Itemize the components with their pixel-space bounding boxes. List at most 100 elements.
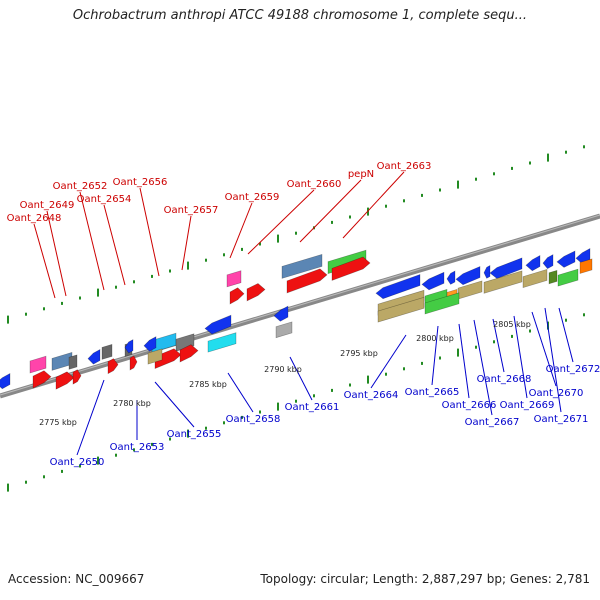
kbp-label: 2785 kbp xyxy=(189,380,227,389)
position-labels: 2775 kbp 2780 kbp 2785 kbp 2790 kbp 2795 kbp… xyxy=(39,320,531,427)
map-title: Ochrobactrum anthropi ATCC 49188 chromos… xyxy=(72,8,528,23)
callout-line xyxy=(103,204,126,286)
reverse-gene xyxy=(542,254,554,269)
callout-line xyxy=(531,311,557,387)
reverse-strand-genes xyxy=(0,247,593,390)
callout-line xyxy=(544,307,562,413)
reverse-gene xyxy=(455,266,481,286)
kbp-label: 2775 kbp xyxy=(39,418,77,427)
tick-marks xyxy=(7,145,585,492)
reverse-gene xyxy=(489,257,523,279)
reverse-gene xyxy=(377,296,425,323)
gene-label: Oant_2655 xyxy=(167,429,222,440)
gene-label: Oant_2650 xyxy=(50,457,105,468)
chromosome-backbone xyxy=(0,213,600,399)
forward-gene xyxy=(229,287,245,305)
kbp-label: 2790 kbp xyxy=(264,365,302,374)
gene-callouts: Oant_2648 Oant_2649 Oant_2652 Oant_2654 Oant… xyxy=(7,161,600,468)
gene-label: Oant_2661 xyxy=(285,402,340,413)
reverse-gene xyxy=(556,250,576,268)
callout-line xyxy=(229,202,253,259)
gene-label: Oant_2664 xyxy=(344,390,399,401)
callout-line xyxy=(342,171,405,239)
forward-gene xyxy=(29,355,47,374)
reverse-gene xyxy=(483,270,523,294)
topology-label: Topology: circular; Length: 2,887,297 bp… xyxy=(260,572,590,586)
gene-label: Oant_2649 xyxy=(20,200,75,211)
accession-label: Accession: NC_009667 xyxy=(8,572,145,586)
reverse-gene xyxy=(87,348,101,365)
backbone-line xyxy=(0,213,600,399)
forward-strand-genes xyxy=(29,249,371,390)
gene-label: Oant_2663 xyxy=(377,161,432,172)
callout-line xyxy=(299,179,362,243)
forward-gene xyxy=(281,253,323,279)
reverse-gene xyxy=(273,305,289,322)
reverse-gene xyxy=(124,339,134,354)
callout-line xyxy=(139,187,160,277)
gene-label: Oant_2668 xyxy=(477,374,532,385)
reverse-gene xyxy=(204,314,232,335)
gene-label: pepN xyxy=(348,169,374,180)
gene-label: Oant_2654 xyxy=(77,194,132,205)
callout-line xyxy=(458,323,470,399)
reverse-gene xyxy=(446,270,456,285)
gene-label: Oant_2658 xyxy=(226,414,281,425)
callout-line xyxy=(33,223,56,299)
gene-label: Oant_2652 xyxy=(53,181,108,192)
forward-gene xyxy=(154,348,182,369)
reverse-gene xyxy=(575,247,591,265)
gene-label: Oant_2670 xyxy=(529,388,584,399)
reverse-gene xyxy=(579,258,593,274)
callout-line xyxy=(473,319,493,416)
forward-gene xyxy=(107,358,119,375)
backbone-highlight xyxy=(0,214,600,396)
reverse-gene xyxy=(0,372,11,390)
gene-label: Oant_2657 xyxy=(164,205,219,216)
gene-label: Oant_2648 xyxy=(7,213,62,224)
callout-line xyxy=(46,210,67,297)
forward-gene xyxy=(331,256,371,281)
reverse-gene xyxy=(525,254,541,272)
forward-gene xyxy=(286,268,328,294)
reverse-gene xyxy=(275,321,293,339)
callout-line xyxy=(154,381,195,428)
forward-gene xyxy=(179,344,199,363)
forward-gene xyxy=(246,283,266,302)
gene-label: Oant_2659 xyxy=(225,192,280,203)
reverse-gene xyxy=(522,268,548,289)
kbp-label: 2805 kbp xyxy=(493,320,531,329)
gene-label: Oant_2667 xyxy=(465,417,520,428)
reverse-gene xyxy=(143,336,157,352)
gene-label: Oant_2665 xyxy=(405,387,460,398)
reverse-gene xyxy=(483,264,491,279)
forward-gene xyxy=(72,369,82,385)
callout-line xyxy=(370,334,407,389)
callout-line xyxy=(492,318,505,373)
forward-gene xyxy=(55,371,75,390)
reverse-gene xyxy=(557,268,579,287)
callout-line xyxy=(431,325,439,386)
forward-gene xyxy=(226,270,242,288)
callout-line xyxy=(513,315,528,399)
callout-line xyxy=(289,356,313,401)
callout-line xyxy=(79,191,105,291)
reverse-gene xyxy=(147,348,163,365)
gene-label: Oant_2656 xyxy=(113,177,168,188)
reverse-gene xyxy=(375,274,421,300)
kbp-label: 2795 kbp xyxy=(340,349,378,358)
gene-label: Oant_2653 xyxy=(110,442,165,453)
reverse-gene xyxy=(424,292,460,315)
callout-line xyxy=(247,189,315,255)
reverse-gene xyxy=(548,269,558,285)
forward-gene xyxy=(129,355,138,371)
kbp-label: 2780 kbp xyxy=(113,399,151,408)
gene-label: Oant_2672 xyxy=(546,364,600,375)
gene-label: Oant_2669 xyxy=(500,400,555,411)
callout-line xyxy=(76,379,105,456)
forward-gene xyxy=(101,343,113,360)
forward-gene xyxy=(32,370,52,389)
callout-line xyxy=(227,372,254,413)
kbp-label: 2800 kbp xyxy=(416,334,454,343)
